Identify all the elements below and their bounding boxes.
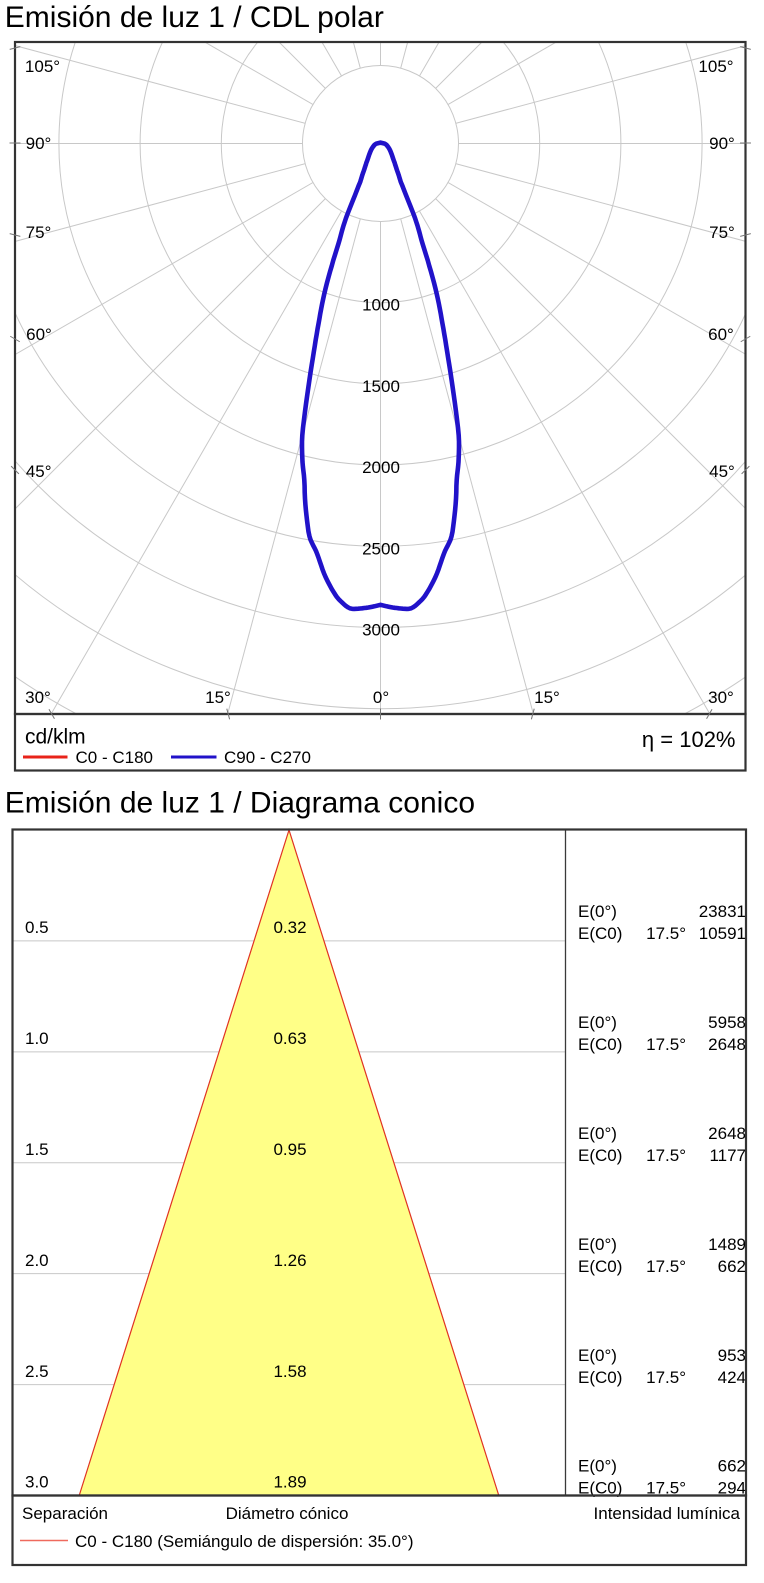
svg-text:Separación: Separación bbox=[22, 1504, 108, 1523]
svg-text:E(0°): E(0°) bbox=[578, 1346, 617, 1365]
svg-text:E(C0): E(C0) bbox=[578, 1257, 622, 1276]
svg-text:2.0: 2.0 bbox=[25, 1251, 49, 1270]
svg-text:2648: 2648 bbox=[708, 1124, 746, 1143]
svg-text:30°: 30° bbox=[25, 688, 51, 707]
svg-text:953: 953 bbox=[718, 1346, 746, 1365]
svg-text:E(C0): E(C0) bbox=[578, 1368, 622, 1387]
svg-text:662: 662 bbox=[718, 1257, 746, 1276]
svg-text:2.5: 2.5 bbox=[25, 1362, 49, 1381]
svg-text:105°: 105° bbox=[25, 57, 60, 76]
svg-text:E(0°): E(0°) bbox=[578, 1124, 617, 1143]
svg-text:1.58: 1.58 bbox=[273, 1362, 306, 1381]
svg-text:E(0°): E(0°) bbox=[578, 902, 617, 921]
svg-text:cd/klm: cd/klm bbox=[25, 726, 86, 749]
svg-text:90°: 90° bbox=[26, 134, 52, 153]
svg-text:15°: 15° bbox=[534, 688, 560, 707]
svg-text:75°: 75° bbox=[709, 223, 735, 242]
svg-text:0.5: 0.5 bbox=[25, 918, 49, 937]
svg-text:1.26: 1.26 bbox=[273, 1251, 306, 1270]
svg-text:45°: 45° bbox=[709, 462, 735, 481]
svg-text:17.5°: 17.5° bbox=[646, 1368, 686, 1387]
svg-text:60°: 60° bbox=[26, 325, 52, 344]
svg-text:1.0: 1.0 bbox=[25, 1029, 49, 1048]
svg-text:10591: 10591 bbox=[699, 924, 746, 943]
svg-text:105°: 105° bbox=[698, 57, 733, 76]
svg-text:3.0: 3.0 bbox=[25, 1473, 49, 1492]
svg-text:2500: 2500 bbox=[362, 539, 400, 558]
svg-text:23831: 23831 bbox=[699, 902, 746, 921]
svg-text:424: 424 bbox=[718, 1368, 746, 1387]
svg-text:17.5°: 17.5° bbox=[646, 924, 686, 943]
svg-text:Intensidad lumínica: Intensidad lumínica bbox=[594, 1504, 741, 1523]
svg-text:1500: 1500 bbox=[362, 377, 400, 396]
svg-text:17.5°: 17.5° bbox=[646, 1035, 686, 1054]
svg-text:2000: 2000 bbox=[362, 458, 400, 477]
svg-text:E(0°): E(0°) bbox=[578, 1013, 617, 1032]
svg-text:1177: 1177 bbox=[709, 1146, 746, 1165]
svg-text:E(0°): E(0°) bbox=[578, 1457, 617, 1476]
svg-text:E(C0): E(C0) bbox=[578, 924, 622, 943]
svg-text:1.5: 1.5 bbox=[25, 1140, 49, 1159]
svg-text:60°: 60° bbox=[708, 325, 734, 344]
svg-text:1.89: 1.89 bbox=[273, 1473, 306, 1492]
svg-text:E(0°): E(0°) bbox=[578, 1235, 617, 1254]
svg-text:17.5°: 17.5° bbox=[646, 1146, 686, 1165]
svg-text:C0 - C180 (Semiángulo de dispe: C0 - C180 (Semiángulo de dispersión: 35.… bbox=[75, 1532, 413, 1551]
svg-text:E(C0): E(C0) bbox=[578, 1146, 622, 1165]
svg-text:90°: 90° bbox=[709, 134, 735, 153]
svg-text:2648: 2648 bbox=[708, 1035, 746, 1054]
svg-text:E(C0): E(C0) bbox=[578, 1479, 622, 1498]
svg-text:C0 - C180: C0 - C180 bbox=[76, 748, 153, 767]
svg-text:662: 662 bbox=[718, 1457, 746, 1476]
svg-text:Diámetro cónico: Diámetro cónico bbox=[226, 1504, 349, 1523]
svg-text:3000: 3000 bbox=[362, 621, 400, 640]
svg-text:45°: 45° bbox=[26, 462, 52, 481]
svg-text:294: 294 bbox=[718, 1479, 746, 1498]
svg-text:0.95: 0.95 bbox=[273, 1140, 306, 1159]
svg-text:1000: 1000 bbox=[362, 296, 400, 315]
svg-text:17.5°: 17.5° bbox=[646, 1479, 686, 1498]
svg-text:E(C0): E(C0) bbox=[578, 1035, 622, 1054]
svg-text:0.63: 0.63 bbox=[273, 1029, 306, 1048]
svg-text:Emisión de luz 1 / Diagrama co: Emisión de luz 1 / Diagrama conico bbox=[5, 787, 475, 820]
svg-text:15°: 15° bbox=[205, 688, 231, 707]
svg-text:75°: 75° bbox=[26, 223, 52, 242]
svg-text:0.32: 0.32 bbox=[273, 918, 306, 937]
svg-text:30°: 30° bbox=[708, 688, 734, 707]
svg-text:5958: 5958 bbox=[708, 1013, 746, 1032]
svg-text:Emisión de luz 1 / CDL polar: Emisión de luz 1 / CDL polar bbox=[5, 1, 384, 34]
svg-text:0°: 0° bbox=[373, 688, 389, 707]
svg-text:η = 102%: η = 102% bbox=[642, 727, 736, 752]
svg-text:17.5°: 17.5° bbox=[646, 1257, 686, 1276]
svg-text:1489: 1489 bbox=[708, 1235, 746, 1254]
svg-text:C90 - C270: C90 - C270 bbox=[224, 748, 311, 767]
